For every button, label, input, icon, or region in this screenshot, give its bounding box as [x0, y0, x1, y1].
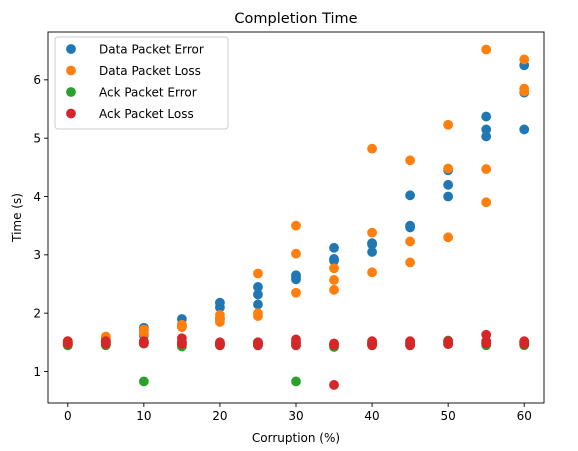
series-4 [62, 329, 530, 390]
data-point [481, 197, 492, 208]
x-tick-label: 20 [212, 409, 227, 423]
data-point [253, 308, 263, 319]
legend-frame [54, 36, 229, 130]
data-point [367, 227, 377, 238]
y-axis-label: Time (s) [10, 193, 24, 243]
legend-marker [66, 87, 76, 97]
data-point [329, 338, 339, 349]
data-point [519, 124, 530, 135]
legend-marker [66, 65, 76, 76]
y-tick-label: 3 [33, 248, 41, 262]
data-point [443, 232, 454, 243]
data-point [176, 333, 187, 344]
data-point [405, 155, 416, 166]
data-point [253, 299, 263, 310]
y-tick-label: 5 [33, 131, 41, 145]
data-point [329, 275, 339, 285]
data-point [367, 143, 377, 154]
data-point [367, 336, 377, 347]
data-point [481, 131, 492, 142]
y-tick-label: 4 [33, 190, 41, 204]
data-point [443, 336, 454, 347]
x-tick-label: 50 [441, 409, 456, 423]
legend-entry-label: Ack Packet Loss [99, 107, 194, 121]
data-point [443, 191, 454, 202]
plot-area-frame [47, 31, 545, 404]
y-tick-label: 1 [33, 365, 41, 379]
data-point [367, 267, 377, 278]
legend-marker [66, 108, 76, 119]
data-point [138, 336, 149, 347]
data-point [329, 242, 339, 253]
data-point [291, 287, 301, 298]
data-point [405, 190, 416, 201]
data-point [215, 297, 225, 308]
data-point [329, 254, 339, 264]
chart-title: Completion Time [234, 11, 357, 27]
data-point [291, 270, 301, 281]
legend: Data Packet Error Data Packet Loss Ack Pac… [54, 36, 229, 130]
data-point [291, 376, 301, 387]
data-point [405, 236, 416, 247]
x-axis-label: Corruption (%) [252, 431, 340, 445]
data-point [519, 83, 530, 94]
data-point [215, 310, 225, 320]
x-tick-label: 30 [288, 409, 303, 423]
data-point [481, 44, 492, 55]
data-point [291, 220, 301, 231]
x-tick-label: 10 [136, 409, 151, 423]
data-point [253, 282, 263, 292]
data-point [481, 111, 492, 122]
legend-entry-label: Data Packet Error [99, 42, 204, 56]
data-point [176, 319, 187, 330]
x-tick-label: 60 [517, 409, 532, 423]
legend-entry-label: Ack Packet Error [99, 85, 197, 99]
data-point [481, 164, 492, 174]
data-point [291, 248, 301, 259]
data-point [443, 163, 454, 174]
data-point [367, 247, 377, 257]
data-point [253, 337, 263, 348]
data-point [405, 220, 416, 231]
data-point [215, 337, 225, 348]
data-point [443, 119, 454, 130]
data-point [405, 257, 416, 268]
data-point [329, 263, 339, 274]
data-point [253, 289, 263, 300]
data-points [62, 44, 530, 390]
data-point [443, 179, 454, 190]
data-point [519, 336, 530, 347]
y-tick-label: 2 [33, 306, 41, 320]
data-point [329, 380, 339, 390]
data-point [253, 268, 263, 279]
legend-marker [66, 44, 76, 54]
data-point [405, 336, 416, 347]
y-tick-label: 6 [33, 73, 41, 87]
data-point [62, 336, 73, 347]
legend-entry-label: Data Packet Loss [99, 64, 201, 78]
data-point [138, 324, 149, 335]
x-tick-label: 0 [64, 409, 72, 423]
data-point [100, 336, 111, 347]
axis-ticks: 0 10 20 30 40 50 60 1 2 3 4 5 6 [33, 73, 532, 423]
data-point [519, 54, 530, 65]
data-point [138, 376, 149, 387]
x-tick-label: 40 [364, 409, 379, 423]
data-point [481, 329, 492, 340]
data-point [291, 334, 301, 345]
data-point [367, 238, 377, 249]
data-point [481, 124, 492, 135]
data-point [329, 284, 339, 295]
